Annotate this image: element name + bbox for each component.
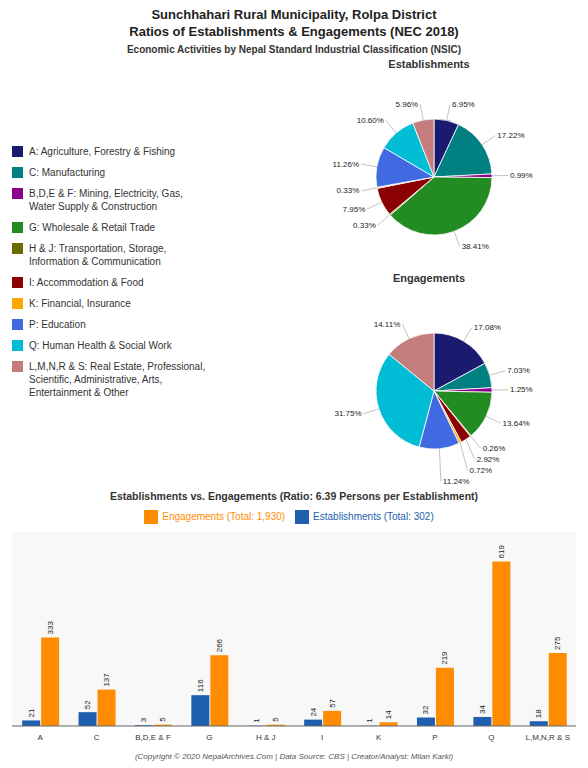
html-text:P: Education: P: Education (29, 319, 86, 330)
svg-text:34: 34 (478, 705, 487, 714)
svg-text:H & J: H & J (256, 733, 276, 742)
svg-text:C: C (94, 733, 100, 742)
svg-text:21: 21 (27, 708, 36, 717)
svg-text:0.72%: 0.72% (469, 466, 492, 475)
html-text:G: Wholesale & Retail Trade: G: Wholesale & Retail Trade (29, 222, 156, 233)
svg-text:14: 14 (384, 710, 393, 719)
svg-text:57: 57 (328, 698, 337, 707)
html-text:Establishments (Total: 302): Establishments (Total: 302) (313, 510, 434, 522)
html-text:C: Manufacturing: C: Manufacturing (29, 167, 106, 178)
svg-text:5: 5 (271, 717, 280, 722)
svg-text:619: 619 (497, 545, 506, 559)
html-text:B,D,E & F: Mining, Electricity: B,D,E & F: Mining, Electricity, Gas, Wat… (29, 188, 183, 212)
svg-text:11.24%: 11.24% (443, 477, 470, 486)
svg-text:333: 333 (46, 621, 55, 635)
svg-text:K: K (376, 733, 382, 742)
html-text:H & J: Transportation, Storage: H & J: Transportation, Storage, Informat… (29, 243, 167, 267)
svg-text:116: 116 (196, 679, 205, 692)
svg-text:B,D,E & F: B,D,E & F (135, 733, 171, 742)
svg-text:7.03%: 7.03% (507, 366, 530, 375)
svg-text:A: A (38, 733, 44, 742)
svg-text:11.26%: 11.26% (333, 160, 360, 169)
svg-text:I: I (321, 733, 323, 742)
html-text:A: Agriculture, Forestry & Fis: A: Agriculture, Forestry & Fishing (29, 146, 176, 157)
svg-text:31.75%: 31.75% (334, 409, 361, 418)
svg-text:10.60%: 10.60% (357, 116, 384, 125)
svg-text:38.41%: 38.41% (462, 242, 489, 251)
svg-text:1: 1 (365, 718, 374, 723)
html-text:K: Financial, Insurance: K: Financial, Insurance (29, 298, 131, 309)
svg-text:3: 3 (139, 717, 148, 722)
svg-text:1: 1 (252, 718, 261, 723)
html-text:Engagements (Total: 1,930): Engagements (Total: 1,930) (162, 510, 286, 522)
svg-text:Q: Q (488, 733, 494, 742)
svg-text:32: 32 (421, 705, 430, 714)
svg-text:5.96%: 5.96% (396, 100, 419, 109)
svg-text:17.08%: 17.08% (474, 323, 501, 332)
html-text:L,M,N,R & S: Real Estate, Prof: L,M,N,R & S: Real Estate, Professional, … (29, 361, 206, 398)
svg-text:G: G (206, 733, 212, 742)
svg-text:13.64%: 13.64% (503, 419, 530, 428)
html-text:Establishments: Establishments (388, 58, 470, 70)
svg-text:0.99%: 0.99% (510, 171, 533, 180)
svg-text:52: 52 (83, 700, 92, 709)
svg-text:0.33%: 0.33% (337, 186, 360, 195)
html-text:Q: Human Health & Social Work: Q: Human Health & Social Work (29, 340, 172, 351)
svg-text:266: 266 (215, 638, 224, 652)
svg-text:137: 137 (102, 673, 111, 687)
svg-text:219: 219 (440, 651, 449, 665)
html-text:Sunchhahari Rural Municipality: Sunchhahari Rural Municipality, Rolpa Di… (129, 7, 459, 39)
svg-text:0.26%: 0.26% (483, 444, 506, 453)
svg-text:6.95%: 6.95% (452, 100, 475, 109)
html-text:(Copyright © 2020 NepalArchive: (Copyright © 2020 NepalArchives.Com | Da… (134, 752, 454, 761)
svg-text:18: 18 (534, 709, 543, 718)
svg-text:24: 24 (309, 707, 318, 716)
svg-text:17.22%: 17.22% (497, 131, 524, 140)
html-text:Economic Activities by Nepal S: Economic Activities by Nepal Standard In… (126, 44, 462, 55)
svg-text:7.95%: 7.95% (343, 205, 366, 214)
html-text:I: Accommodation & Food: I: Accommodation & Food (29, 277, 144, 288)
svg-text:14.11%: 14.11% (374, 320, 401, 329)
svg-text:2.92%: 2.92% (477, 455, 500, 464)
svg-text:1.25%: 1.25% (510, 385, 533, 394)
svg-text:L,M,N,R & S: L,M,N,R & S (526, 733, 570, 742)
svg-text:275: 275 (553, 636, 562, 650)
html-text:Establishments vs. Engagements: Establishments vs. Engagements (Ratio: 6… (109, 490, 479, 502)
svg-text:0.33%: 0.33% (353, 221, 376, 230)
svg-text:5: 5 (158, 717, 167, 722)
svg-text:P: P (432, 733, 437, 742)
html-text:Engagements: Engagements (392, 272, 466, 284)
